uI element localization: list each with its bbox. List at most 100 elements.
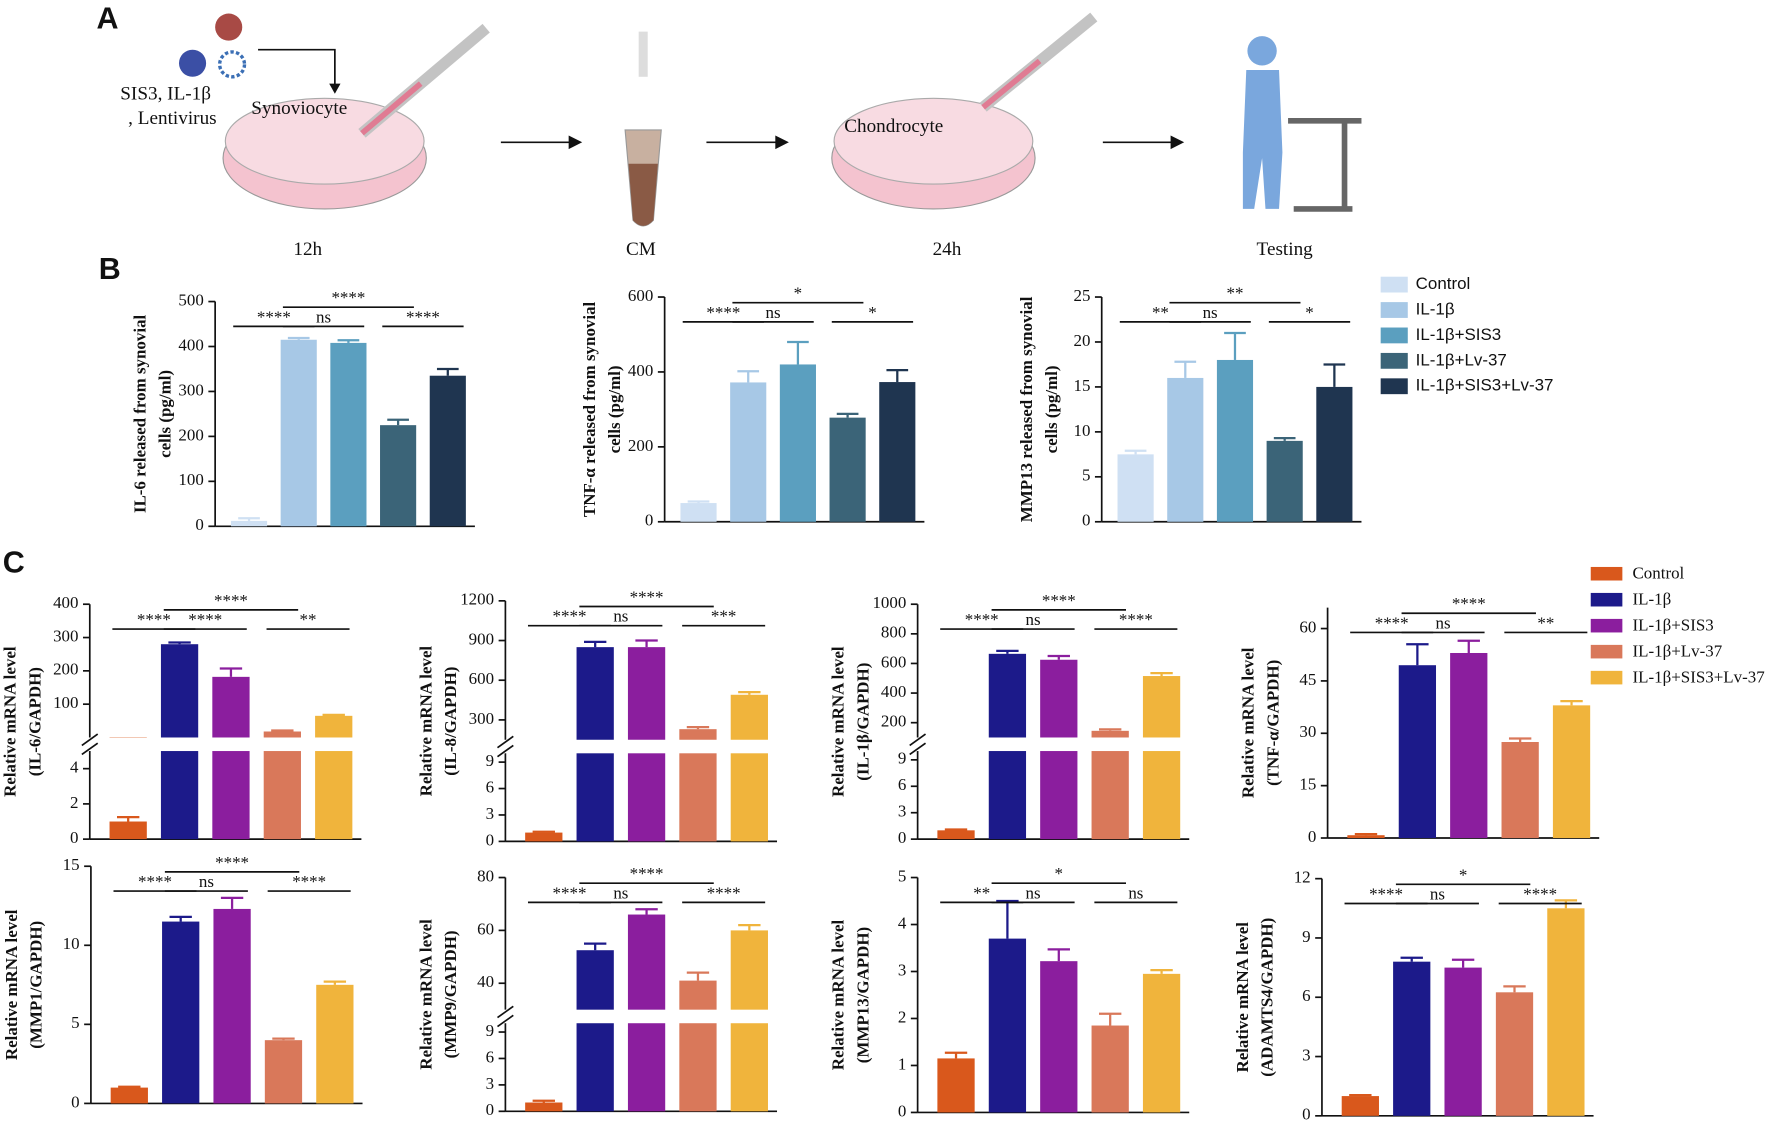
y-axis-label: cells (pg/ml) <box>1042 365 1061 453</box>
sig-label: **** <box>1523 884 1557 903</box>
bar-upper <box>679 980 717 1010</box>
y-tick-label: 6 <box>486 777 494 796</box>
axis-break <box>81 742 99 756</box>
sig-label: ns <box>1026 883 1041 902</box>
bar <box>263 751 301 840</box>
y-tick-label: 300 <box>53 626 78 645</box>
axis-break <box>496 744 514 758</box>
bar <box>829 417 866 522</box>
bar <box>627 1023 666 1112</box>
y-tick-label: 0 <box>486 1100 494 1119</box>
bar <box>264 1040 303 1104</box>
y-tick-label: 300 <box>178 380 203 399</box>
sig-label: **** <box>331 288 365 307</box>
y-tick-label: 200 <box>53 660 78 679</box>
sig-label: ** <box>1537 613 1554 632</box>
y-tick-label: 1 <box>898 1054 906 1073</box>
bar <box>1393 961 1431 1116</box>
bar-upper <box>160 644 199 738</box>
bar <box>679 1023 717 1112</box>
y-tick-label: 9 <box>486 1021 494 1040</box>
molecule <box>179 49 207 77</box>
y-tick-label: 3 <box>898 802 906 821</box>
y-tick-label: 0 <box>195 515 203 534</box>
y-axis-label: (IL-8/GAPDH) <box>441 667 460 776</box>
legend-swatch <box>1380 327 1408 344</box>
bar <box>1444 967 1482 1116</box>
sig-label: **** <box>292 872 326 891</box>
bar-upper <box>730 694 768 740</box>
bar-upper <box>988 653 1027 738</box>
y-axis-label: Relative mRNA level <box>416 646 435 797</box>
bar <box>109 821 147 840</box>
axis-break <box>81 733 99 747</box>
y-tick-label: 400 <box>881 682 906 701</box>
sig-label: ns <box>1430 884 1445 903</box>
bar <box>937 1058 975 1113</box>
axis-break <box>909 742 927 756</box>
sig-label: ns <box>199 872 214 891</box>
sig-label: * <box>1459 865 1467 884</box>
sig-label: **** <box>215 853 249 872</box>
panel-letter: C <box>3 546 25 580</box>
pipette-fluid <box>360 81 423 136</box>
sig-label: ** <box>1227 284 1244 303</box>
sig-label: **** <box>406 307 440 326</box>
y-tick-label: 15 <box>1073 376 1090 395</box>
legend-label: Control <box>1633 564 1685 583</box>
y-axis-label: (MMP9/GAPDH) <box>441 930 460 1058</box>
y-axis-label: (IL-6/GAPDH) <box>26 667 45 776</box>
y-axis-label: Relative mRNA level <box>416 919 435 1070</box>
y-tick-label: 100 <box>53 693 78 712</box>
bar <box>779 364 816 522</box>
y-tick-label: 5 <box>898 866 906 885</box>
bar <box>1341 1096 1379 1116</box>
y-tick-label: 9 <box>1302 927 1310 946</box>
bar-upper <box>315 715 353 738</box>
bar <box>160 751 199 840</box>
sig-label: **** <box>138 872 172 891</box>
bar <box>679 753 717 842</box>
y-axis-label: MMP13 released from synovial <box>1017 296 1036 522</box>
bar <box>680 503 717 522</box>
axis-break <box>496 1005 514 1019</box>
panel-letter: A <box>97 1 119 35</box>
arrow-head <box>329 83 341 94</box>
sig-label: * <box>1305 303 1313 322</box>
y-axis-label: (IL-1β/GAPDH) <box>853 663 872 781</box>
y-tick-label: 9 <box>486 751 494 770</box>
bar <box>1316 386 1353 522</box>
y-tick-label: 400 <box>178 335 203 354</box>
bar <box>1091 751 1129 840</box>
legend-label: IL-1β <box>1416 299 1455 318</box>
sig-label: ** <box>1152 303 1169 322</box>
legend-label: IL-1β <box>1633 590 1672 609</box>
y-tick-label: 200 <box>178 425 203 444</box>
legend-label: Control <box>1416 274 1471 293</box>
y-tick-label: 20 <box>1073 331 1090 350</box>
y-axis-label: (MMP1/GAPDH) <box>27 921 46 1049</box>
bar <box>1347 835 1385 839</box>
y-tick-label: 80 <box>477 866 494 885</box>
y-tick-label: 500 <box>178 290 203 309</box>
panel-a-illustration <box>179 12 1362 227</box>
step-label: Testing <box>1257 239 1314 260</box>
y-tick-label: 15 <box>63 855 80 874</box>
legend-label: IL-1β+SIS3+Lv-37 <box>1416 376 1554 395</box>
bar <box>1091 1025 1129 1113</box>
pipette-fluid <box>981 58 1042 110</box>
bar-upper <box>1091 730 1129 738</box>
y-tick-label: 1000 <box>872 593 906 612</box>
step-label: 24h <box>933 239 962 260</box>
y-tick-label: 40 <box>477 972 494 991</box>
bar <box>525 832 563 842</box>
y-tick-label: 60 <box>1299 617 1316 636</box>
sig-label: * <box>794 284 802 303</box>
bar <box>212 751 250 840</box>
y-tick-label: 60 <box>477 919 494 938</box>
bar <box>1266 440 1303 522</box>
sig-label: *** <box>711 607 736 626</box>
bar <box>1495 992 1534 1116</box>
tube-content <box>628 163 658 226</box>
cell-label: Chondrocyte <box>844 116 943 137</box>
